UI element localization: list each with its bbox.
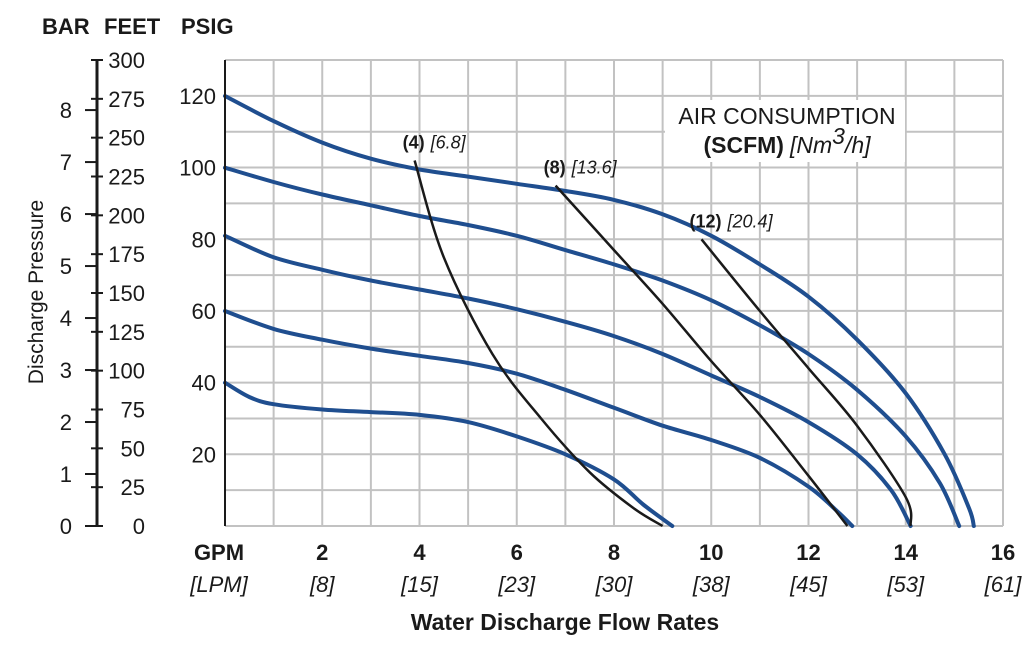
pressure-curve — [223, 309, 855, 528]
legend-line1: AIR CONSUMPTION — [678, 103, 895, 129]
air-line-label: (12) [20.4] — [690, 211, 774, 231]
feet-tick-label: 300 — [108, 48, 145, 73]
legend-unit: (SCFM) — [703, 132, 783, 158]
x-tick-lpm: [15] — [400, 572, 439, 597]
psig-header: PSIG — [181, 14, 234, 39]
x-tick-gpm: 6 — [511, 540, 523, 565]
bar-tick-label: 8 — [60, 98, 72, 123]
x-tick-gpm: 4 — [413, 540, 426, 565]
bar-tick-label: 6 — [60, 202, 72, 227]
bar-tick-label: 7 — [60, 150, 72, 175]
legend-background — [665, 100, 905, 162]
feet-tick-label: 50 — [121, 436, 145, 461]
air-line-label: (8) [13.6] — [544, 158, 618, 178]
air-line-metric: [13.6] — [571, 158, 618, 178]
legend-metric-post: /h] — [843, 132, 871, 158]
x-tick-lpm: [8] — [309, 572, 335, 597]
pressure-curve — [223, 380, 675, 528]
x-tick-lpm: [53] — [886, 572, 925, 597]
legend-title: AIR CONSUMPTION (SCFM) [Nm3/h] — [665, 100, 905, 162]
feet-tick-label: 275 — [108, 87, 145, 112]
air-line-metric: [20.4] — [727, 211, 774, 231]
air-line-scfm: (12) — [690, 211, 722, 231]
x-tick-lpm: [23] — [497, 572, 536, 597]
feet-tick-label: 200 — [108, 203, 145, 228]
air-consumption-line — [700, 238, 913, 527]
bar-tick-label: 2 — [60, 410, 72, 435]
air-consumption-lines — [413, 160, 913, 528]
bar-tick-label: 5 — [60, 254, 72, 279]
feet-tick-label: 0 — [133, 514, 145, 539]
feet-tick-label: 175 — [108, 242, 145, 267]
feet-tick-label: 225 — [108, 165, 145, 190]
psig-tick-label: 100 — [179, 156, 216, 181]
x-tick-gpm: 8 — [608, 540, 620, 565]
legend-metric-sup: 3 — [832, 123, 845, 149]
bar-tick-label: 3 — [60, 358, 72, 383]
x-tick-lpm: [45] — [789, 572, 828, 597]
feet-tick-label: 100 — [108, 359, 145, 384]
air-line-labels: (4) [6.8] (8) [13.6] (12) [20.4] — [403, 133, 774, 232]
y-axis-title: Discharge Pressure — [25, 200, 48, 384]
psig-tick-label: 120 — [179, 84, 216, 109]
air-line-scfm: (4) — [403, 133, 425, 153]
feet-tick-label: 25 — [121, 475, 145, 500]
bar-tick-label: 0 — [60, 514, 72, 539]
x-tick-gpm: 2 — [316, 540, 328, 565]
tick-labels: 0255075100125150175200225250275300012345… — [60, 48, 1022, 597]
feet-tick-label: 75 — [121, 398, 145, 423]
bar-tick-label: 1 — [60, 462, 72, 487]
pressure-curve — [223, 94, 976, 528]
pressure-curves — [223, 94, 976, 528]
x-tick-gpm: 14 — [894, 540, 919, 565]
x-tick-lpm: [30] — [595, 572, 634, 597]
psig-tick-label: 80 — [192, 227, 216, 252]
bar-tick-label: 4 — [60, 306, 72, 331]
x-tick-lpm: [38] — [692, 572, 731, 597]
x-tick-gpm: GPM — [194, 540, 244, 565]
air-consumption-line — [413, 160, 664, 528]
pressure-curve — [223, 233, 913, 528]
x-tick-gpm: 12 — [796, 540, 820, 565]
psig-tick-label: 40 — [192, 371, 216, 396]
psig-tick-label: 60 — [192, 299, 216, 324]
air-consumption-line — [554, 184, 849, 527]
air-line-label: (4) [6.8] — [403, 133, 467, 153]
feet-tick-label: 125 — [108, 320, 145, 345]
feet-tick-label: 150 — [108, 281, 145, 306]
feet-header: FEET — [104, 14, 161, 39]
air-line-scfm: (8) — [544, 158, 566, 178]
pressure-curve — [223, 165, 962, 528]
axes-frame — [85, 59, 226, 527]
x-tick-gpm: 16 — [991, 540, 1015, 565]
x-tick-lpm: [LPM] — [189, 572, 248, 597]
legend-metric-pre: [Nm — [789, 132, 832, 158]
x-tick-lpm: [61] — [984, 572, 1023, 597]
air-line-metric: [6.8] — [430, 133, 467, 153]
psig-tick-label: 20 — [192, 442, 216, 467]
bar-header: BAR — [42, 14, 90, 39]
legend-line2: (SCFM) [Nm3/h] — [703, 123, 871, 158]
x-tick-gpm: 10 — [699, 540, 723, 565]
feet-tick-label: 250 — [108, 126, 145, 151]
x-axis-title: Water Discharge Flow Rates — [411, 609, 719, 635]
